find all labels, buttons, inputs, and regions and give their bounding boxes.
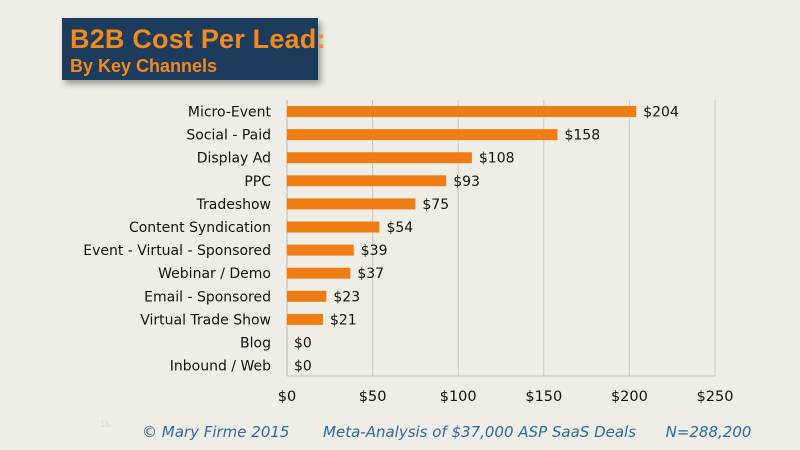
bar [287,313,323,325]
category-label: Virtual Trade Show [140,312,271,328]
data-label: $0 [294,336,312,352]
data-label: $0 [294,359,312,375]
bar [287,267,351,279]
slide-number: 16 [100,420,111,429]
category-label: Webinar / Demo [158,266,271,282]
footer: © Mary Firme 2015 Meta-Analysis of $37,0… [142,423,751,441]
data-label: $21 [330,312,357,328]
data-label: $39 [361,243,388,259]
category-label: Email - Sponsored [144,289,271,305]
bar [287,244,354,256]
bar [287,175,447,187]
category-label: Inbound / Web [170,359,271,375]
bar [287,129,558,141]
bar [287,290,327,302]
data-label: $37 [357,266,384,282]
category-label: Micro-Event [188,105,272,121]
footer-sample-size: N=288,200 [665,423,752,441]
category-label: Blog [240,336,271,352]
category-label: Social - Paid [186,128,271,144]
data-label: $75 [422,197,449,213]
data-label: $54 [386,220,413,236]
data-label: $204 [643,105,679,121]
bar [287,221,380,233]
data-label: $93 [453,174,480,190]
category-label: Display Ad [197,151,271,167]
title-box: B2B Cost Per Lead: By Key Channels [62,18,325,80]
x-tick-label: $150 [525,389,562,405]
category-label: PPC [244,174,271,190]
category-label: Event - Virtual - Sponsored [83,243,271,259]
x-tick-label: $50 [359,389,387,405]
category-label: Content Syndication [129,220,271,236]
x-tick-label: $250 [697,389,734,405]
data-label: $23 [333,289,360,305]
x-tick-label: $200 [611,389,648,405]
bar [287,106,637,117]
bar [287,198,416,210]
data-label: $158 [564,128,600,144]
bar [287,152,472,164]
footer-analysis: Meta-Analysis of $37,000 ASP SaaS Deals [323,423,637,441]
category-label: Tradeshow [195,197,271,213]
footer-copyright: © Mary Firme 2015 [142,423,290,441]
x-tick-label: $0 [278,389,296,405]
chart-title: B2B Cost Per Lead: [70,24,326,54]
x-tick-label: $100 [440,389,477,405]
data-label: $108 [479,151,515,167]
chart-subtitle: By Key Channels [70,56,218,76]
